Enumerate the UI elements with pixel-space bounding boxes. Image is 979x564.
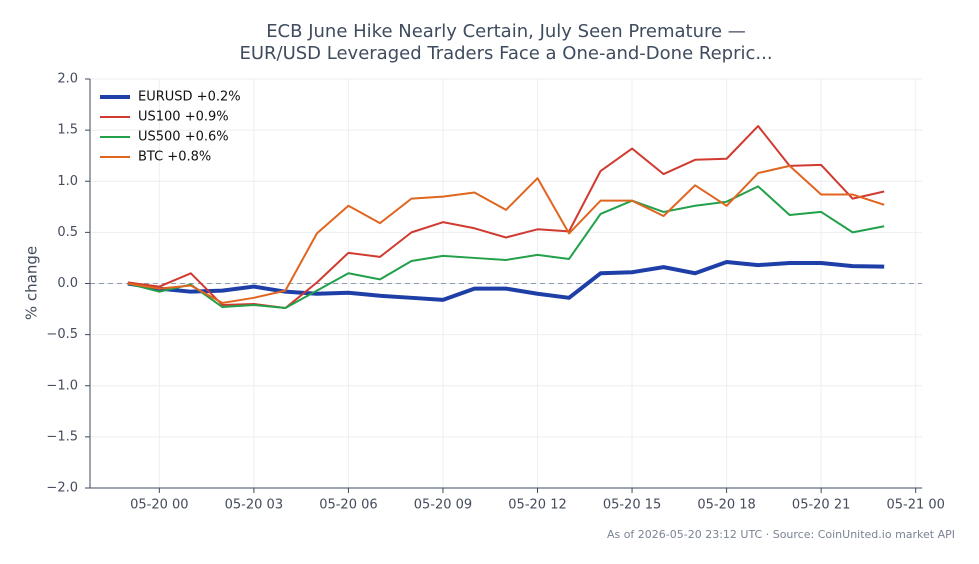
x-tick-label: 05-20 09 <box>414 498 472 513</box>
chart-title: ECB June Hike Nearly Certain, July Seen … <box>266 21 746 42</box>
footer: As of 2026-05-20 23:12 UTC · Source: Coi… <box>607 528 955 541</box>
y-tick-label: 1.0 <box>57 174 78 189</box>
y-tick-label: −1.0 <box>46 378 78 393</box>
y-tick-label: −2.0 <box>46 481 78 496</box>
chart-title: EUR/USD Leveraged Traders Face a One-and… <box>239 43 772 64</box>
y-tick-label: 0.0 <box>57 276 78 291</box>
y-tick-label: −0.5 <box>46 327 78 342</box>
legend: EURUSD +0.2% US100 +0.9% US500 +0.6% BTC +0… <box>100 90 241 165</box>
y-tick-label: 1.5 <box>57 123 78 138</box>
x-tick-label: 05-20 15 <box>603 498 661 513</box>
line-series <box>127 185 885 310</box>
x-tick-label: 05-21 00 <box>886 498 944 513</box>
legend-label: EURUSD +0.2% <box>138 90 241 105</box>
x-tick-label: 05-20 18 <box>697 498 755 513</box>
x-tick-label: 05-20 03 <box>225 498 283 513</box>
legend-label: US100 +0.9% <box>138 110 229 125</box>
y-tick-label: 2.0 <box>57 72 78 87</box>
y-axis-label: % change <box>23 246 41 320</box>
line-series <box>127 164 885 304</box>
line-series <box>127 260 885 302</box>
x-tick-label: 05-20 06 <box>319 498 377 513</box>
x-tick-label: 05-20 00 <box>130 498 188 513</box>
legend-label: BTC +0.8% <box>138 150 211 165</box>
x-tick-label: 05-20 21 <box>792 498 850 513</box>
y-tick-label: 0.5 <box>57 225 78 240</box>
legend-label: US500 +0.6% <box>138 130 229 145</box>
x-tick-label: 05-20 12 <box>508 498 566 513</box>
line-series <box>127 125 885 310</box>
y-tick-label: −1.5 <box>46 429 78 444</box>
